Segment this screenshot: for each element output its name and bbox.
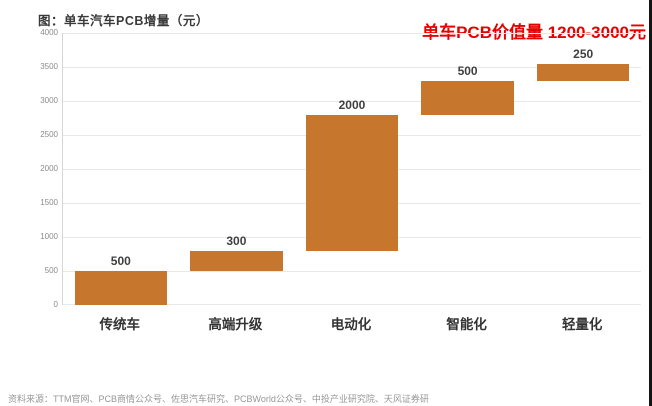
y-tick-label-3500: 3500 [40,62,58,71]
waterfall-bar-2 [190,250,283,271]
bar-value-label-3: 2000 [338,97,366,112]
waterfall-bar-1 [74,271,168,305]
x-category-label-5: 轻量化 [561,317,603,332]
headline-annotation: 单车PCB价值量 1200-3000元 [422,23,646,42]
y-tick-label-4000: 4000 [40,28,58,37]
bar-value-label-2: 300 [226,233,247,248]
plot-area: 500 300 2000 500 250 [62,33,641,305]
gridline-4000 [63,33,641,34]
waterfall-bar-3 [305,114,399,251]
x-category-label-1: 传统车 [99,317,141,332]
gridline-0 [63,304,641,305]
x-category-label-4: 智能化 [446,317,487,332]
gridline-3000 [63,101,641,102]
waterfall-bar-4 [421,80,514,115]
gridline-500 [63,271,641,272]
x-category-label-3: 电动化 [330,317,372,332]
y-tick-label-2500: 2500 [40,130,58,139]
source-note: 资料来源：TTM官网、PCB商情公众号、佐思汽车研究、PCBWorld公众号、中… [8,394,429,404]
y-tick-label-1000: 1000 [40,232,58,241]
y-tick-label-500: 500 [44,266,58,275]
y-tick-label-1500: 1500 [40,198,58,207]
chart-title: 图：单车汽车PCB增量（元） [38,14,209,28]
bar-value-label-4: 500 [457,63,478,78]
y-tick-label-0: 0 [53,300,58,309]
x-category-label-2: 高端升级 [208,317,263,332]
gridline-3500 [63,67,641,68]
bar-value-label-5: 250 [573,46,594,61]
y-tick-label-3000: 3000 [40,96,58,105]
y-tick-label-2000: 2000 [40,164,58,173]
waterfall-bar-5 [536,63,630,81]
bar-value-label-1: 500 [110,254,131,268]
right-border-line [649,0,652,406]
